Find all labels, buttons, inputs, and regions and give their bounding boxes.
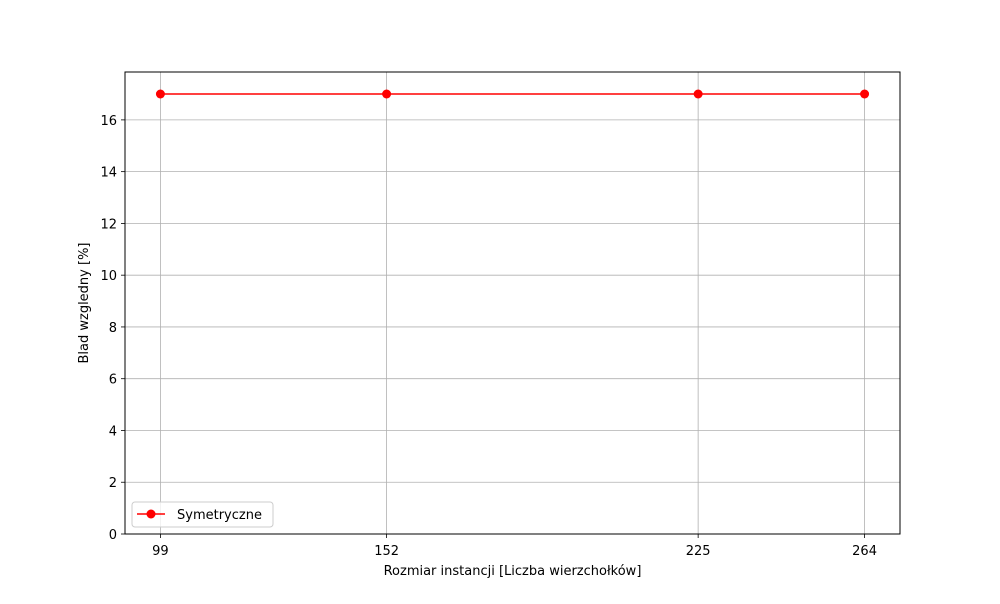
y-axis-label: Blad wzgledny [%] [77, 242, 92, 363]
x-tick-label: 264 [852, 544, 877, 559]
plot-area-frame [124, 71, 901, 535]
legend-marker-swatch [146, 509, 156, 519]
y-tick-label: 6 [109, 373, 117, 388]
axis-ticks: 99 152 225 264 0 2 4 6 8 10 12 14 16 [100, 114, 877, 559]
y-tick-label: 0 [109, 528, 117, 543]
data-point [382, 89, 392, 99]
y-tick-label: 2 [109, 476, 117, 491]
y-tick-label: 8 [109, 321, 117, 336]
x-tick-label: 99 [152, 544, 169, 559]
grid [125, 72, 900, 535]
y-tick-label: 10 [100, 269, 117, 284]
legend: Symetryczne [131, 501, 274, 528]
legend-label-symetryczne: Symetryczne [177, 508, 262, 523]
x-tick-label: 152 [374, 544, 399, 559]
data-point [860, 89, 870, 99]
series-layer [155, 89, 870, 99]
y-tick-label: 16 [100, 114, 117, 129]
y-tick-label: 4 [109, 424, 117, 439]
data-point [693, 89, 703, 99]
x-axis-label: Rozmiar instancji [Liczba wierzchołków] [384, 564, 642, 579]
y-tick-label: 12 [100, 217, 117, 232]
y-tick-label: 14 [100, 166, 117, 181]
legend-box [131, 501, 274, 528]
data-point [155, 89, 165, 99]
x-tick-label: 225 [686, 544, 711, 559]
